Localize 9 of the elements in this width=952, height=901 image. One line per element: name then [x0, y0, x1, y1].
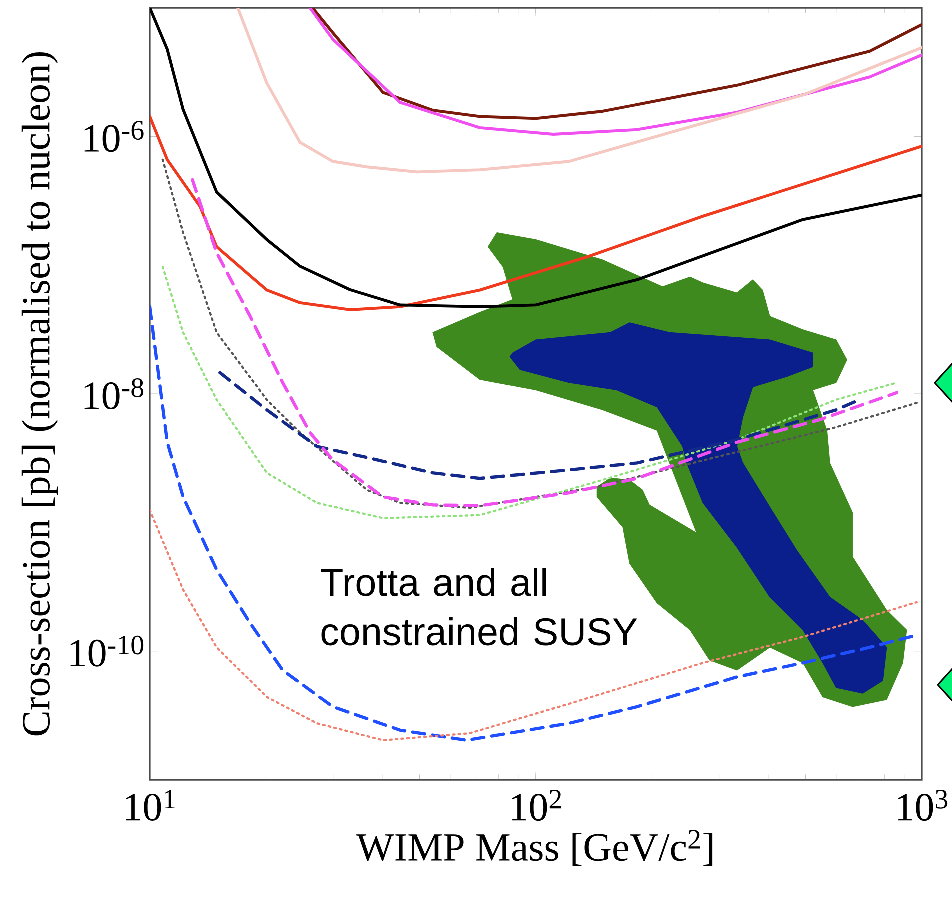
y-tick-label: 10$^{-8}$ [84, 378, 144, 410]
x-tick-label: 10$^{3}$ [898, 790, 948, 822]
x-tick-label: 10$^{1}$ [126, 790, 175, 821]
y-tick-label: 10$^{-6}$ [84, 121, 144, 152]
x-axis-title: WIMP Mass [GeV/c$^{2}$] [356, 830, 713, 866]
annotation: Trotta and all constrained SUSY [320, 568, 638, 646]
y-axis-title: Cross-section [pb] (normalised to nucleon) [22, 52, 58, 736]
x-tick-label: 10$^{2}$ [512, 790, 562, 822]
y-tick-label: 10$^{-10}$ [70, 636, 144, 667]
